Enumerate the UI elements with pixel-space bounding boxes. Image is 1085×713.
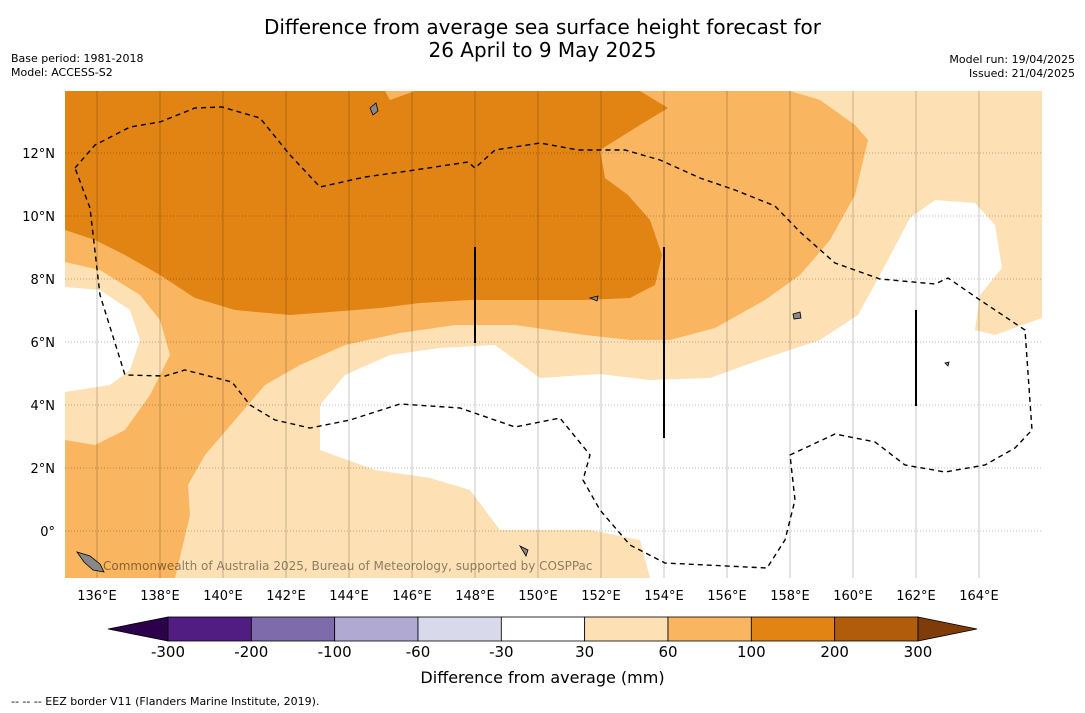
colorbar-tick-label: 200 bbox=[820, 643, 849, 661]
model-name: Model: ACCESS-S2 bbox=[11, 66, 113, 79]
island-2 bbox=[792, 311, 802, 320]
eez-border bbox=[74, 106, 1033, 569]
island-5 bbox=[588, 295, 599, 302]
colorbar-tick-label: 30 bbox=[575, 643, 595, 661]
lon-label: 152°E bbox=[581, 589, 621, 604]
copyright-watermark: Commonwealth of Australia 2025, Bureau o… bbox=[103, 559, 593, 573]
colorbar-segment bbox=[584, 616, 669, 642]
colorbar-segments bbox=[167, 616, 919, 642]
colorbar-segment bbox=[500, 616, 586, 642]
model-run: Model run: 19/04/2025 bbox=[949, 53, 1075, 66]
colorbar-segment bbox=[834, 616, 919, 642]
colorbar-tick-label: -200 bbox=[234, 643, 269, 661]
lon-label: 140°E bbox=[203, 589, 243, 604]
map-fill-layers bbox=[65, 91, 1042, 578]
lon-label: 142°E bbox=[266, 589, 306, 604]
base-period: Base period: 1981-2018 bbox=[11, 52, 144, 65]
colorbar-extend-high bbox=[917, 616, 978, 642]
eez-footnote: -- -- -- EEZ border V11 (Flanders Marine… bbox=[11, 695, 320, 708]
colorbar-segment bbox=[167, 616, 252, 642]
lat-label: 12°N bbox=[22, 147, 55, 162]
map-title-line2: 26 April to 9 May 2025 bbox=[428, 38, 657, 62]
colorbar-tick-label: -100 bbox=[317, 643, 352, 661]
lon-tick-labels: 136°E 138°E 140°E 142°E 144°E 146°E 148°… bbox=[77, 589, 999, 604]
colorbar-tick-label: 60 bbox=[658, 643, 678, 661]
colorbar-tick-label: 300 bbox=[903, 643, 933, 661]
colorbar-segment bbox=[417, 616, 502, 642]
lon-label: 156°E bbox=[707, 589, 747, 604]
lon-label: 148°E bbox=[455, 589, 495, 604]
lon-label: 144°E bbox=[329, 589, 369, 604]
colorbar-segment bbox=[334, 616, 419, 642]
lon-label: 154°E bbox=[644, 589, 684, 604]
lat-label: 6°N bbox=[31, 336, 56, 351]
lon-label: 162°E bbox=[896, 589, 936, 604]
lon-label: 164°E bbox=[959, 589, 999, 604]
boundary-lines bbox=[474, 247, 917, 438]
island-1 bbox=[369, 102, 379, 116]
colorbar-tick-label: -300 bbox=[150, 643, 186, 661]
lat-label: 8°N bbox=[31, 273, 56, 288]
lon-label: 160°E bbox=[833, 589, 873, 604]
lon-label: 146°E bbox=[392, 589, 432, 604]
lon-label: 158°E bbox=[770, 589, 810, 604]
lon-label: 150°E bbox=[518, 589, 558, 604]
lat-label: 2°N bbox=[31, 462, 56, 477]
lon-label: 136°E bbox=[77, 589, 117, 604]
colorbar-segment bbox=[667, 616, 752, 642]
lat-label: 0° bbox=[40, 525, 55, 540]
colorbar-extend-low bbox=[107, 616, 169, 642]
colorbar-tick-label: -60 bbox=[405, 643, 431, 661]
colorbar-title: Difference from average (mm) bbox=[420, 668, 665, 687]
zone-neutral-west bbox=[65, 287, 140, 392]
map-title-line1: Difference from average sea surface heig… bbox=[263, 15, 822, 39]
issued-date: Issued: 21/04/2025 bbox=[968, 67, 1075, 80]
lat-label: 4°N bbox=[31, 399, 56, 414]
zone-neutral-central bbox=[320, 200, 1042, 578]
island-6 bbox=[944, 361, 950, 367]
lat-tick-labels: 12°N 10°N 8°N 6°N 4°N 2°N 0° bbox=[22, 147, 55, 540]
island-4 bbox=[518, 545, 529, 557]
colorbar-segment bbox=[750, 616, 836, 642]
colorbar-tick-label: 100 bbox=[737, 643, 766, 661]
lon-label: 138°E bbox=[140, 589, 180, 604]
colorbar-segment bbox=[250, 616, 336, 642]
lat-gridlines bbox=[65, 152, 1042, 532]
colorbar-tick-label: -30 bbox=[489, 643, 514, 661]
islands bbox=[76, 102, 950, 573]
lat-label: 10°N bbox=[22, 210, 55, 225]
island-3 bbox=[76, 551, 105, 573]
